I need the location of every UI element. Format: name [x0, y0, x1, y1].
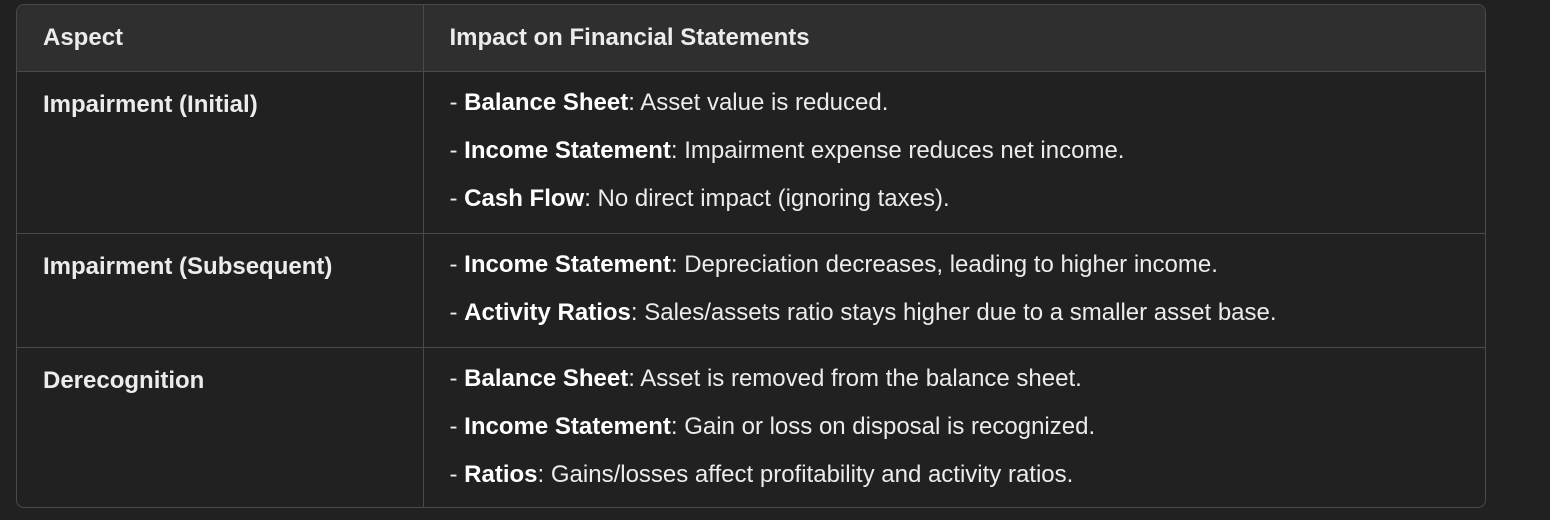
aspect-cell: Derecognition	[17, 347, 424, 507]
impact-text: : Gain or loss on disposal is recognized…	[670, 412, 1096, 440]
impact-cell: - Balance Sheet: Asset is removed from t…	[423, 347, 1485, 507]
impact-line: - Balance Sheet: Asset is removed from t…	[449, 364, 1486, 392]
impact-line: - Income Statement: Gain or loss on disp…	[449, 412, 1486, 440]
bullet-dash: -	[449, 250, 465, 278]
impact-table: Aspect Impact on Financial Statements Im…	[16, 4, 1486, 508]
impact-label: Activity Ratios	[464, 298, 631, 326]
bullet-dash: -	[449, 460, 465, 488]
impact-line: - Income Statement: Depreciation decreas…	[449, 250, 1486, 278]
impact-text: : Gains/losses affect profitability and …	[537, 460, 1074, 488]
bullet-dash: -	[449, 364, 465, 392]
impact-text: : No direct impact (ignoring taxes).	[584, 184, 950, 212]
impact-cell: - Balance Sheet: Asset value is reduced.…	[423, 71, 1486, 234]
impact-line: - Balance Sheet: Asset value is reduced.	[449, 88, 1486, 116]
impact-text: : Impairment expense reduces net income.	[670, 136, 1125, 164]
column-header-aspect: Aspect	[17, 5, 424, 72]
impact-label: Balance Sheet	[464, 88, 629, 116]
impact-line: - Income Statement: Impairment expense r…	[449, 136, 1486, 164]
impact-label: Cash Flow	[464, 184, 585, 212]
impact-line: - Ratios: Gains/losses affect profitabil…	[449, 460, 1486, 488]
bullet-dash: -	[449, 184, 465, 212]
header-row: Aspect Impact on Financial Statements	[17, 5, 1485, 72]
impact-text: : Asset is removed from the balance shee…	[628, 364, 1082, 392]
table-row: Impairment (Initial) - Balance Sheet: As…	[17, 71, 1486, 234]
impact-label: Income Statement	[464, 250, 671, 278]
table-row: Derecognition - Balance Sheet: Asset is …	[17, 347, 1485, 507]
bullet-dash: -	[449, 412, 465, 440]
bullet-dash: -	[449, 298, 465, 326]
table-row: Impairment (Subsequent) - Income Stateme…	[17, 233, 1486, 348]
data-table: Aspect Impact on Financial Statements Im…	[17, 5, 1485, 507]
column-header-impact: Impact on Financial Statements	[423, 5, 1485, 72]
table-body: Impairment (Initial) - Balance Sheet: As…	[17, 71, 1485, 507]
impact-text: : Sales/assets ratio stays higher due to…	[630, 298, 1277, 326]
impact-text: : Asset value is reduced.	[628, 88, 889, 116]
impact-label: Income Statement	[464, 136, 671, 164]
impact-cell: - Income Statement: Depreciation decreas…	[423, 233, 1486, 348]
aspect-cell: Impairment (Subsequent)	[17, 233, 424, 348]
table-header: Aspect Impact on Financial Statements	[17, 5, 1485, 72]
impact-label: Income Statement	[464, 412, 671, 440]
bullet-dash: -	[449, 88, 465, 116]
impact-line: - Cash Flow: No direct impact (ignoring …	[449, 184, 1486, 212]
impact-text: : Depreciation decreases, leading to hig…	[670, 250, 1218, 278]
impact-label: Ratios	[464, 460, 538, 488]
impact-line: - Activity Ratios: Sales/assets ratio st…	[449, 298, 1486, 326]
aspect-cell: Impairment (Initial)	[17, 71, 424, 234]
impact-label: Balance Sheet	[464, 364, 629, 392]
bullet-dash: -	[449, 136, 465, 164]
